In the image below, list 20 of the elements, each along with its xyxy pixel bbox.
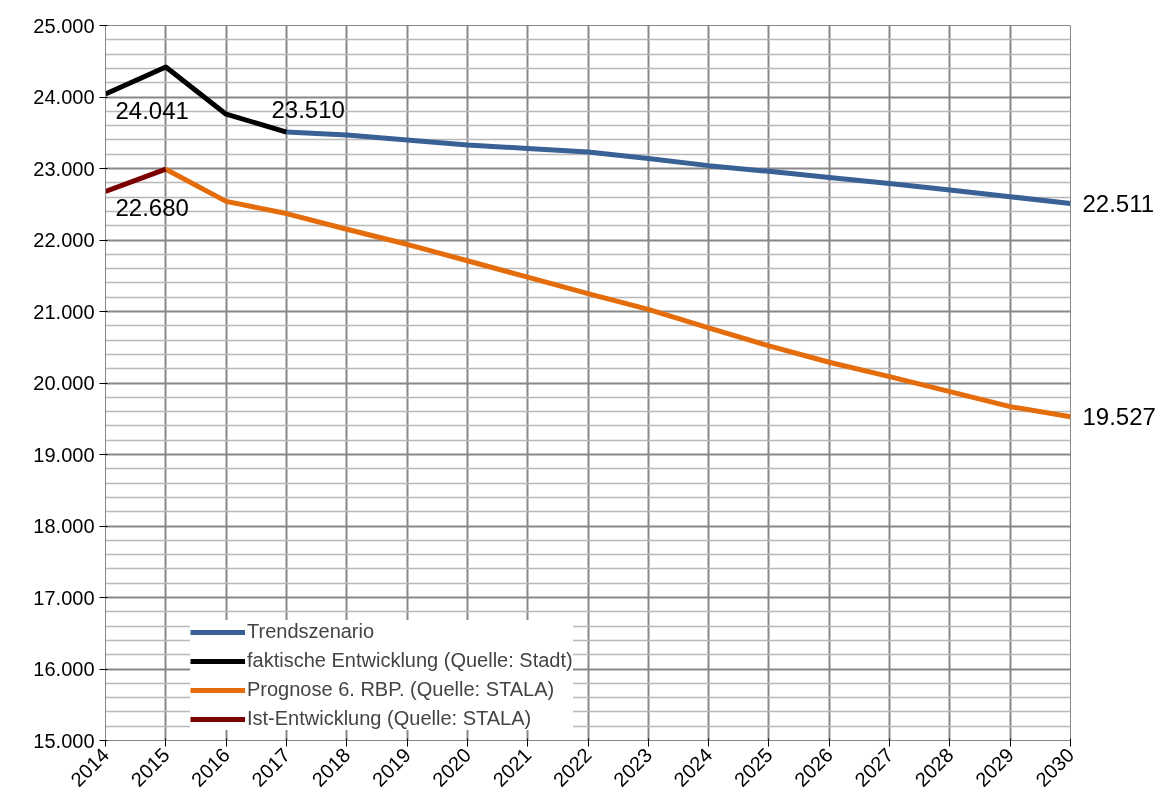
y-tick-label: 25.000	[33, 14, 95, 37]
data-label: 23.510	[271, 96, 345, 124]
data-label: 19.527	[1082, 403, 1156, 431]
legend-label: Trendszenario	[247, 620, 375, 643]
y-tick-label: 16.000	[33, 658, 95, 680]
data-label: 22.511	[1082, 189, 1155, 217]
y-tick-label: 21.000	[33, 300, 95, 323]
data-label: 22.680	[115, 194, 189, 222]
y-tick-label: 20.000	[33, 372, 95, 394]
legend-label: Prognose 6. RBP. (Quelle: STALA)	[247, 678, 555, 701]
y-tick-label: 18.000	[33, 515, 95, 537]
y-tick-label: 24.000	[33, 86, 95, 108]
y-tick-label: 15.000	[33, 729, 95, 752]
y-tick-label: 17.000	[33, 586, 95, 609]
data-label: 24.041	[115, 97, 189, 125]
legend-label: Ist-Entwicklung (Quelle: STALA)	[247, 707, 532, 730]
y-tick-label: 23.000	[33, 157, 95, 180]
y-tick-label: 22.000	[33, 229, 95, 251]
legend-label: faktische Entwicklung (Quelle: Stadt)	[247, 649, 573, 672]
y-tick-label: 19.000	[33, 443, 95, 466]
